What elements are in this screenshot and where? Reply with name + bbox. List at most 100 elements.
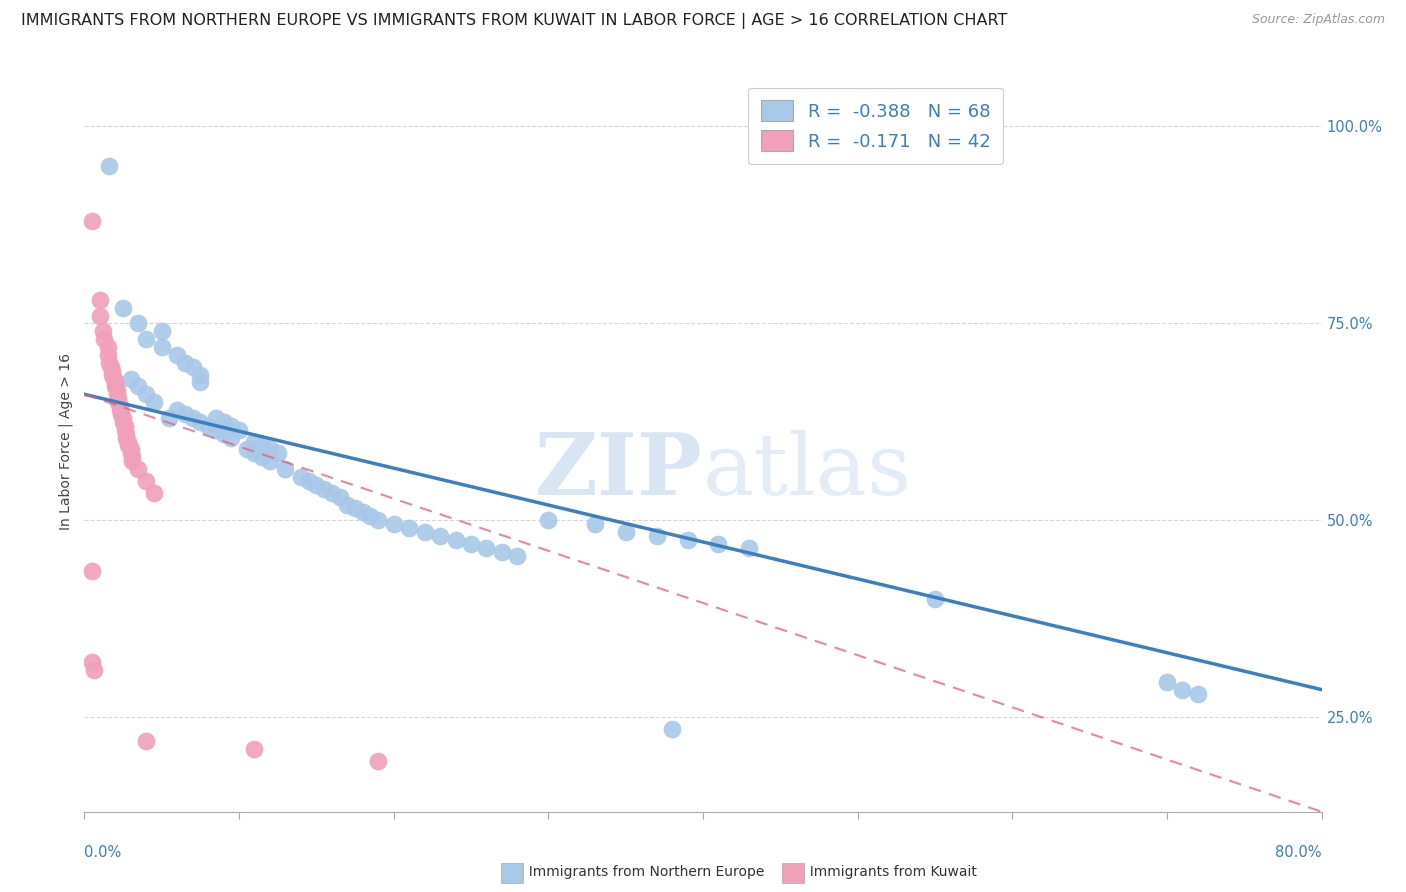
Point (150, 324, 173, 338)
Point (367, 754, 389, 768)
Point (205, 423, 228, 437)
Point (104, 376, 127, 390)
Point (267, 446, 290, 460)
Point (197, 418, 219, 433)
Point (259, 442, 281, 457)
Point (98, 159, 121, 173)
Point (121, 450, 143, 465)
Point (104, 379, 127, 393)
Text: ZIP: ZIP (536, 429, 703, 513)
Point (460, 537, 482, 551)
Legend: R =  -0.388   N = 68, R =  -0.171   N = 42: R = -0.388 N = 68, R = -0.171 N = 42 (748, 87, 1004, 164)
Point (83, 663, 105, 677)
Point (114, 423, 136, 437)
Point (243, 446, 266, 460)
Point (181, 411, 204, 425)
Point (166, 348, 188, 362)
Point (212, 415, 235, 429)
Text: Immigrants from Northern Europe: Immigrants from Northern Europe (520, 864, 765, 879)
Text: 80.0%: 80.0% (1275, 845, 1322, 860)
Point (127, 379, 149, 393)
Point (219, 431, 242, 445)
Point (112, 301, 135, 315)
Point (103, 371, 125, 385)
Y-axis label: In Labor Force | Age > 16: In Labor Force | Age > 16 (59, 353, 73, 530)
Point (336, 498, 359, 512)
Point (120, 446, 142, 460)
Point (91, 324, 114, 338)
Point (250, 450, 273, 465)
Point (343, 501, 366, 516)
Text: Source: ZipAtlas.com: Source: ZipAtlas.com (1251, 13, 1385, 27)
Point (166, 403, 188, 417)
Point (143, 485, 166, 500)
Point (150, 340, 173, 354)
Point (243, 434, 266, 449)
Point (583, 517, 606, 532)
Point (243, 741, 266, 756)
Point (1171, 682, 1194, 697)
Point (135, 474, 157, 488)
Point (135, 387, 157, 401)
Point (205, 411, 228, 425)
Point (93, 332, 115, 346)
Point (82, 655, 104, 669)
Point (506, 549, 529, 563)
Point (100, 359, 122, 374)
Text: Immigrants from Kuwait: Immigrants from Kuwait (801, 864, 977, 879)
Point (305, 478, 328, 492)
Point (398, 521, 420, 535)
Point (274, 462, 297, 476)
Point (328, 490, 352, 504)
Point (491, 545, 513, 559)
Point (135, 734, 157, 748)
Point (107, 395, 129, 409)
Point (82, 565, 104, 579)
Point (108, 399, 131, 413)
Point (228, 423, 250, 437)
Point (112, 415, 135, 429)
Point (101, 364, 124, 378)
Point (645, 529, 668, 543)
Point (135, 332, 157, 346)
Point (235, 442, 259, 457)
Point (250, 438, 273, 452)
Point (96, 348, 118, 362)
Point (121, 454, 143, 468)
Point (115, 431, 138, 445)
Point (212, 426, 235, 441)
Point (475, 541, 498, 555)
Point (112, 411, 135, 425)
Point (127, 462, 149, 476)
Point (174, 407, 197, 421)
Point (924, 592, 946, 607)
Point (219, 418, 242, 433)
Point (360, 509, 382, 524)
Point (89, 293, 111, 307)
Point (82, 214, 104, 228)
Point (661, 722, 683, 736)
Point (181, 359, 204, 374)
Point (143, 395, 166, 409)
Point (96, 340, 118, 354)
Point (101, 368, 124, 382)
Point (105, 387, 128, 401)
Point (352, 505, 374, 519)
Point (89, 309, 111, 323)
Point (614, 525, 637, 540)
Point (537, 513, 560, 527)
Point (367, 513, 389, 527)
Point (444, 533, 467, 547)
Point (429, 529, 451, 543)
Point (159, 411, 180, 425)
Point (290, 470, 312, 484)
Text: 0.0%: 0.0% (84, 845, 121, 860)
Point (117, 434, 139, 449)
Point (105, 384, 128, 398)
Point (297, 474, 319, 488)
Point (188, 415, 211, 429)
Point (413, 525, 436, 540)
Point (120, 371, 142, 385)
Text: IMMIGRANTS FROM NORTHERN EUROPE VS IMMIGRANTS FROM KUWAIT IN LABOR FORCE | AGE >: IMMIGRANTS FROM NORTHERN EUROPE VS IMMIG… (21, 13, 1008, 29)
Point (259, 454, 281, 468)
